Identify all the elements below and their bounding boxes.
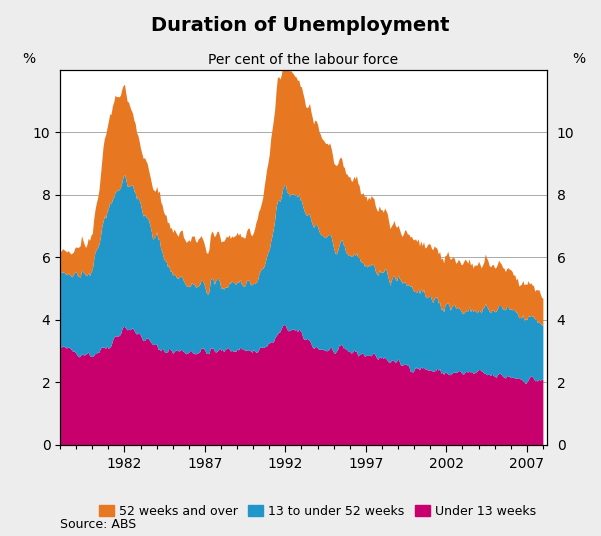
- Text: %: %: [22, 52, 35, 66]
- Legend: 52 weeks and over, 13 to under 52 weeks, Under 13 weeks: 52 weeks and over, 13 to under 52 weeks,…: [94, 500, 541, 523]
- Text: Duration of Unemployment: Duration of Unemployment: [151, 16, 450, 35]
- Title: Per cent of the labour force: Per cent of the labour force: [209, 53, 398, 67]
- Text: Source: ABS: Source: ABS: [60, 518, 136, 531]
- Text: %: %: [572, 52, 585, 66]
